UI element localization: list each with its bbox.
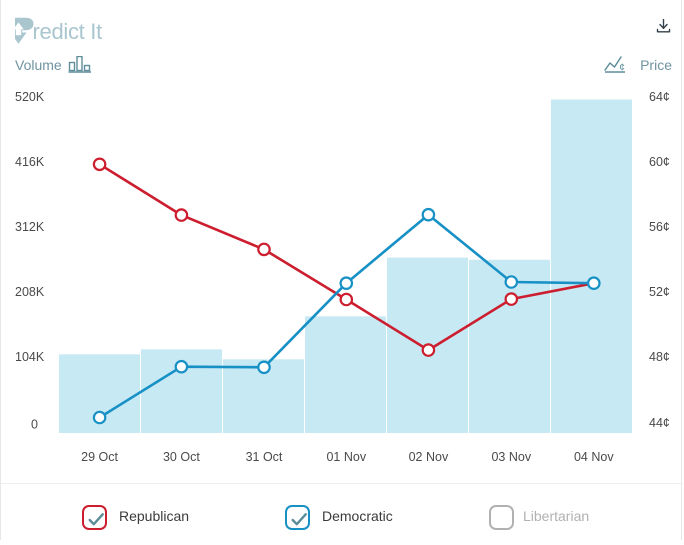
svg-text:208K: 208K [15,285,45,299]
svg-text:520K: 520K [15,90,45,104]
svg-text:01 Nov: 01 Nov [326,450,366,464]
svg-text:48¢: 48¢ [649,350,670,364]
svg-text:44¢: 44¢ [649,416,670,430]
svg-text:31 Oct: 31 Oct [246,450,283,464]
svg-text:02 Nov: 02 Nov [409,450,449,464]
svg-text:312K: 312K [15,220,45,234]
svg-text:0: 0 [31,418,38,432]
svg-text:64¢: 64¢ [649,90,670,104]
svg-text:104K: 104K [15,350,45,364]
svg-text:30 Oct: 30 Oct [163,450,200,464]
svg-text:52¢: 52¢ [649,285,670,299]
svg-text:60¢: 60¢ [649,155,670,169]
svg-text:04 Nov: 04 Nov [574,450,614,464]
svg-text:03 Nov: 03 Nov [491,450,531,464]
svg-text:416K: 416K [15,155,45,169]
svg-text:56¢: 56¢ [649,220,670,234]
svg-text:29 Oct: 29 Oct [81,450,118,464]
